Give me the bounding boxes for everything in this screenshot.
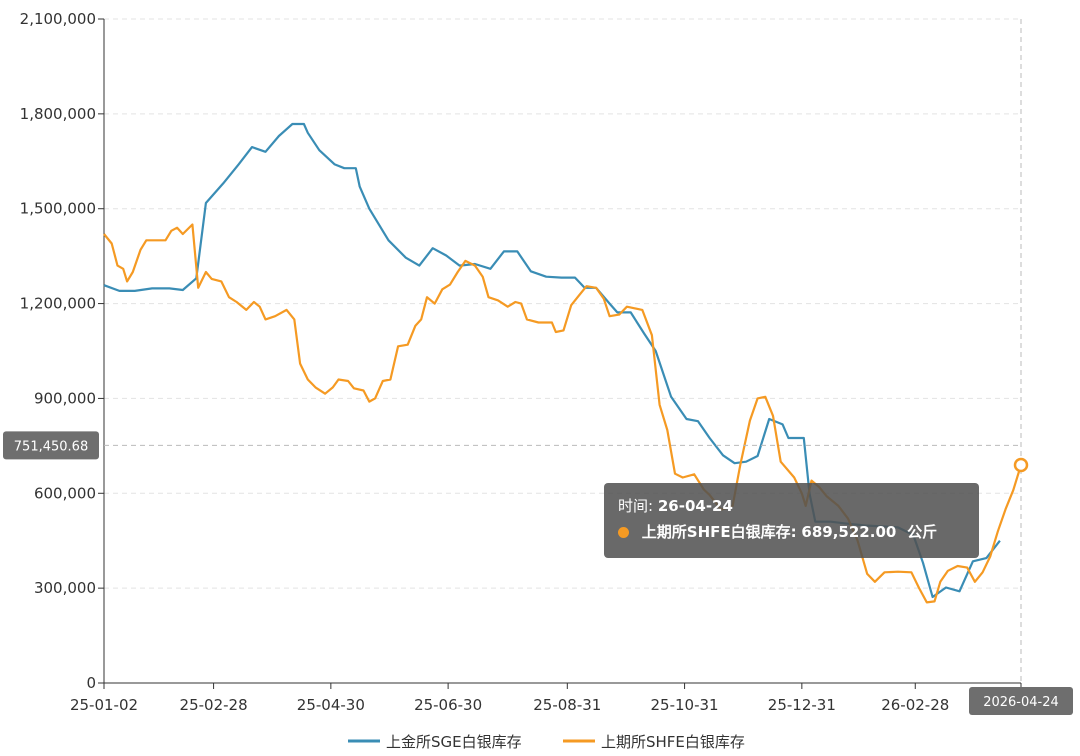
y-pointer-badge: [3, 431, 99, 460]
highlight-point: [1013, 457, 1029, 473]
tooltip-unit: 公斤: [907, 523, 938, 541]
legend-label-1: 上金所SGE白银库存: [386, 733, 522, 751]
x-tick-label: 25-10-31: [651, 696, 719, 714]
series-dot-icon: [618, 527, 629, 538]
x-tick-label: 25-02-28: [180, 696, 248, 714]
x-pointer-label: 2026-04-24: [983, 695, 1059, 710]
hover-tooltip: 时间: 26-04-24 上期所SHFE白银库存: 689,522.00 公斤: [604, 483, 979, 558]
y-tick-label: 1,500,000: [20, 200, 96, 218]
x-tick-label: 25-04-30: [297, 696, 365, 714]
x-tick-label: 25-08-31: [533, 696, 601, 714]
y-tick-label: 900,000: [34, 389, 96, 407]
y-tick-label: 300,000: [34, 579, 96, 597]
legend-label-2: 上期所SHFE白银库存: [601, 733, 745, 751]
tooltip-series-row: 上期所SHFE白银库存: 689,522.00 公斤: [618, 519, 965, 545]
x-pointer-badge: [969, 687, 1073, 715]
tooltip-time-row: 时间: 26-04-24: [618, 493, 965, 519]
y-pointer-label: 751,450.68: [14, 439, 88, 454]
tooltip-series-value: 689,522.00: [801, 523, 897, 541]
x-tick-label: 25-12-31: [768, 696, 836, 714]
tooltip-time-value: 26-04-24: [657, 497, 733, 515]
y-tick-label: 2,100,000: [20, 10, 96, 28]
x-tick-label: 26-02-28: [881, 696, 949, 714]
tooltip-series-label: 上期所SHFE白银库存:: [641, 523, 797, 541]
y-tick-label: 1,800,000: [20, 105, 96, 123]
y-tick-label: 0: [86, 674, 96, 692]
tooltip-time-label: 时间:: [618, 497, 654, 515]
x-tick-label: 25-06-30: [414, 696, 482, 714]
y-tick-label: 600,000: [34, 484, 96, 502]
y-tick-label: 1,200,000: [20, 295, 96, 313]
x-tick-label: 25-01-02: [70, 696, 138, 714]
